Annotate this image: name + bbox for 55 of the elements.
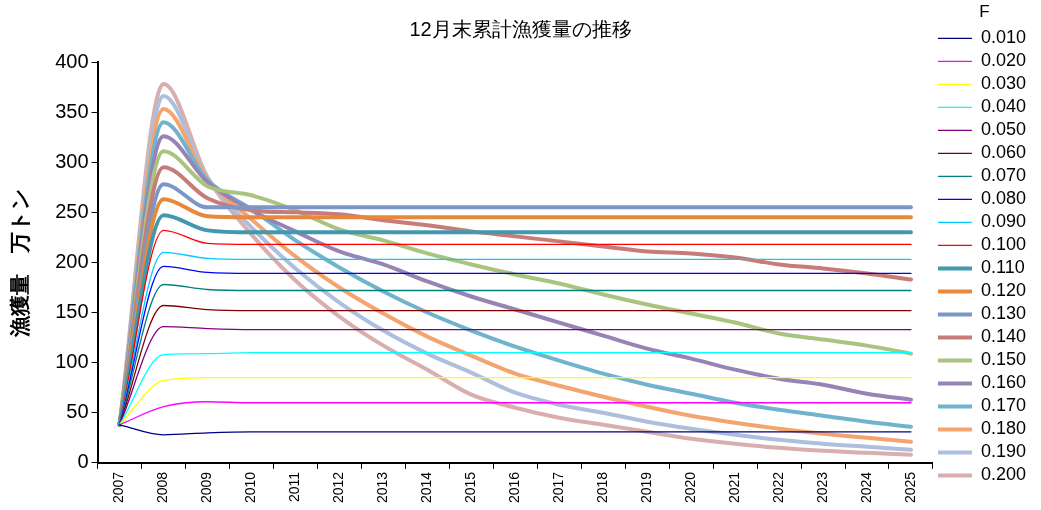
legend-label: 0.080 xyxy=(980,188,1026,209)
x-tick-label: 2025 xyxy=(901,471,918,504)
x-tick-label: 2017 xyxy=(550,471,567,504)
y-tick-label: 400 xyxy=(55,49,89,72)
y-tick-label: 200 xyxy=(55,249,89,272)
legend-label: 0.040 xyxy=(980,96,1026,117)
y-tick-label: 300 xyxy=(55,149,89,172)
legend-label: 0.170 xyxy=(980,395,1026,416)
legend-label: 0.020 xyxy=(980,50,1026,71)
x-tick-label: 2016 xyxy=(506,471,523,504)
chart-title: 12月末累計漁獲量の推移 xyxy=(409,17,632,40)
x-tick-label: 2024 xyxy=(857,471,874,504)
line-series xyxy=(118,401,912,426)
legend-label: 0.190 xyxy=(980,441,1026,462)
y-tick-label: 0 xyxy=(77,450,89,473)
y-tick-label: 100 xyxy=(55,350,89,373)
legend-label: 0.200 xyxy=(980,464,1026,485)
x-tick-label: 2012 xyxy=(330,471,347,504)
x-tick-label: 2022 xyxy=(769,471,786,504)
legend-label: 0.050 xyxy=(980,119,1026,140)
legend-label: 0.180 xyxy=(980,418,1026,439)
legend-label: 0.110 xyxy=(980,257,1025,278)
x-tick-label: 2021 xyxy=(725,471,742,504)
legend-label: 0.030 xyxy=(980,73,1026,94)
line-series xyxy=(118,351,912,426)
legend-title: F xyxy=(979,2,990,22)
x-tick-label: 2014 xyxy=(418,471,435,504)
legend-label: 0.070 xyxy=(980,165,1026,186)
x-tick-label: 2008 xyxy=(154,471,171,504)
x-tick-label: 2020 xyxy=(681,471,698,504)
legend-label: 0.060 xyxy=(980,142,1026,163)
y-axis-title: 漁獲量 万トン xyxy=(8,187,32,338)
x-tick-label: 2023 xyxy=(813,471,830,504)
x-tick-label: 2007 xyxy=(110,471,127,504)
legend-label: 0.140 xyxy=(980,326,1026,347)
legend-label: 0.010 xyxy=(980,27,1026,48)
y-tick-label: 350 xyxy=(55,99,89,122)
y-tick-label: 50 xyxy=(66,400,89,423)
y-tick-label: 150 xyxy=(55,300,89,323)
x-tick-label: 2018 xyxy=(594,471,611,504)
line-series xyxy=(118,424,912,436)
x-tick-label: 2011 xyxy=(286,471,303,502)
y-tick-label: 250 xyxy=(55,199,89,222)
x-tick-label: 2009 xyxy=(198,471,215,504)
x-tick-label: 2019 xyxy=(638,471,655,504)
x-tick-label: 2013 xyxy=(374,471,391,504)
legend-label: 0.130 xyxy=(980,303,1026,324)
legend-label: 0.100 xyxy=(980,234,1026,255)
legend-label: 0.150 xyxy=(980,349,1026,370)
line-series xyxy=(118,325,912,426)
x-tick-label: 2015 xyxy=(462,471,479,504)
legend-label: 0.160 xyxy=(980,372,1026,393)
x-tick-label: 2010 xyxy=(242,471,259,504)
legend-label: 0.090 xyxy=(980,211,1026,232)
legend-label: 0.120 xyxy=(980,280,1026,301)
